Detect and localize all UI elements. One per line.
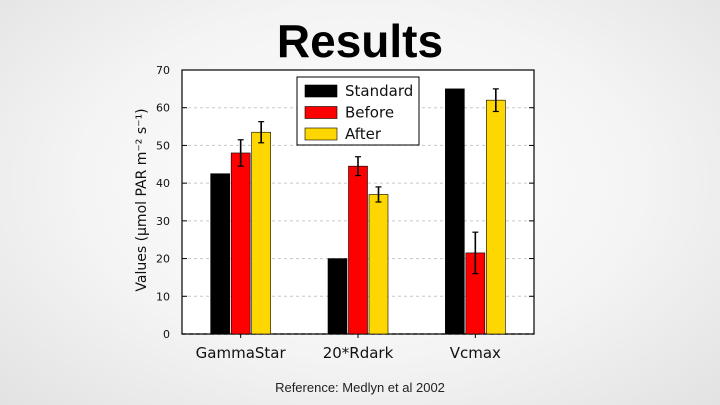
x-tick-label: Vcmax xyxy=(450,344,501,362)
x-tick-label: 20*Rdark xyxy=(323,344,394,362)
bar-standard xyxy=(445,88,465,335)
y-tick-label: 30 xyxy=(156,215,170,228)
y-tick-label: 20 xyxy=(156,253,170,266)
bars xyxy=(210,88,506,335)
legend-label-standard: Standard xyxy=(345,82,413,100)
y-tick-label: 60 xyxy=(156,102,170,115)
y-tick-label: 0 xyxy=(163,328,170,341)
y-axis: 0 10 20 30 40 50 60 70 xyxy=(156,64,534,341)
x-axis: GammaStar 20*Rdark Vcmax xyxy=(196,334,501,362)
bar-after xyxy=(368,194,389,335)
y-tick-label: 40 xyxy=(156,177,170,190)
legend-swatch-after xyxy=(304,127,338,141)
y-tick-label: 10 xyxy=(156,290,170,303)
x-tick-label: GammaStar xyxy=(196,344,287,362)
slide-title: Results xyxy=(276,15,444,67)
y-tick-label: 50 xyxy=(156,139,170,152)
legend: Standard Before After xyxy=(296,76,420,146)
bar-standard xyxy=(327,258,348,335)
legend-swatch-standard xyxy=(304,84,338,98)
bar-standard xyxy=(210,173,230,335)
bar-before xyxy=(230,152,251,335)
y-tick-label: 70 xyxy=(156,64,170,77)
bar-after xyxy=(486,99,506,335)
bar-before xyxy=(348,165,368,335)
reference-footer: Reference: Medlyn et al 2002 xyxy=(275,380,445,395)
bar-after xyxy=(251,131,271,335)
legend-label-after: After xyxy=(345,125,382,143)
y-axis-label: Values (μmol PAR m⁻² s⁻¹) xyxy=(134,108,150,291)
legend-swatch-before xyxy=(304,106,338,119)
legend-label-before: Before xyxy=(345,104,394,122)
